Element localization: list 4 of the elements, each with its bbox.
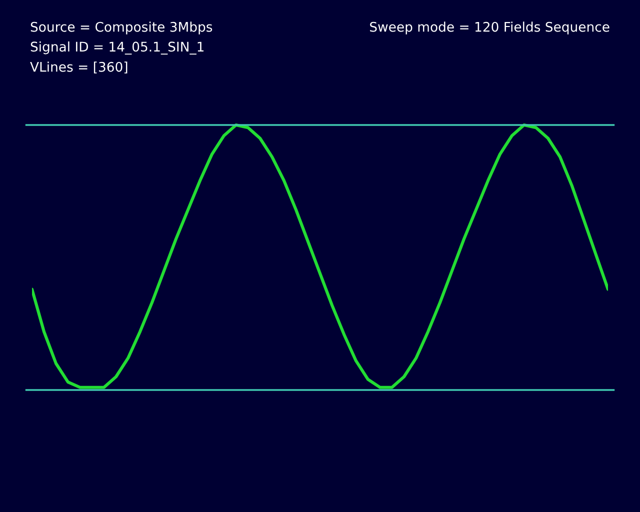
text: Sweep mode = 120 Fields Sequence bbox=[370, 22, 610, 34]
text: VLines = [360] bbox=[30, 62, 128, 74]
source-note: Source = Composite 3Mbps bbox=[30, 22, 212, 34]
text: Signal ID = 14_05.1_SIN_1 bbox=[30, 41, 204, 55]
